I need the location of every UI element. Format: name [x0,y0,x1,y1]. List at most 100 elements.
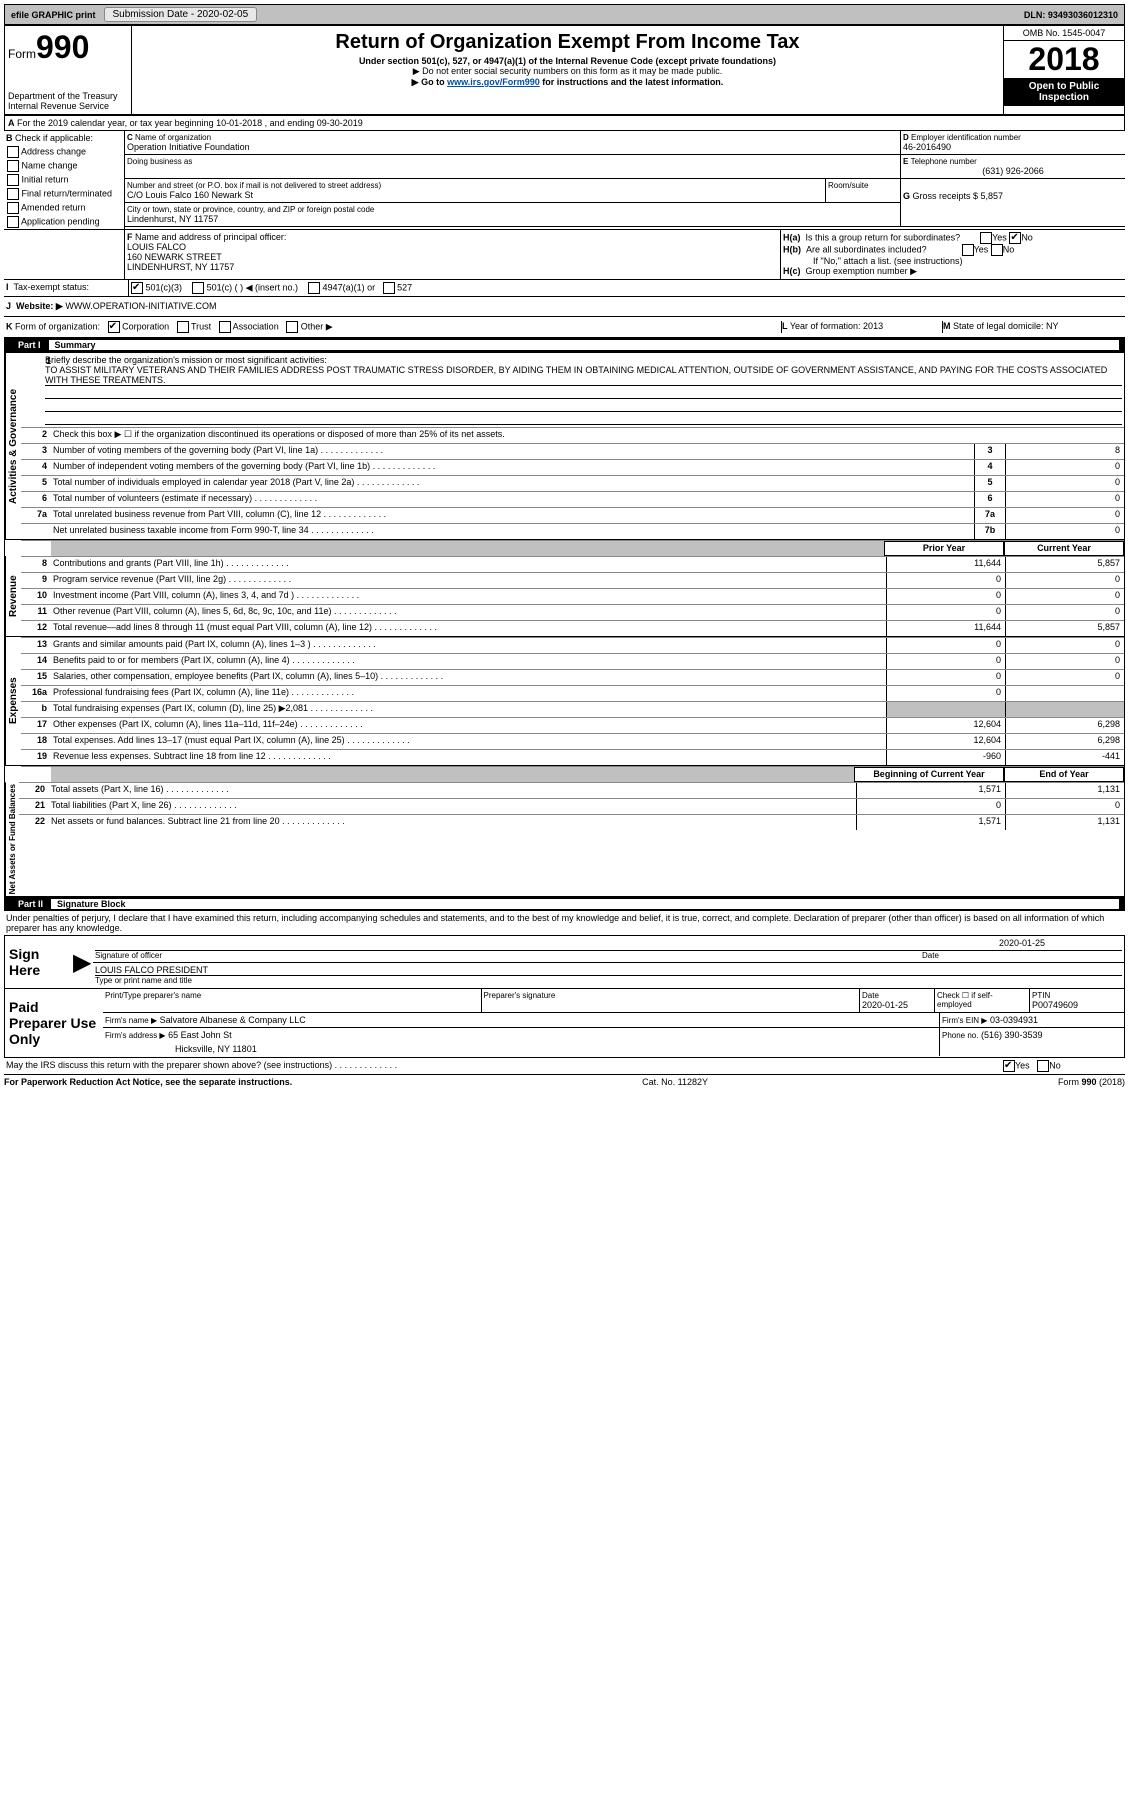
state-domicile: State of legal domicile: NY [953,321,1059,331]
block-b: B Check if applicable: Address change Na… [4,131,125,229]
discuss-label: May the IRS discuss this return with the… [6,1060,332,1070]
line-12: 12Total revenue—add lines 8 through 11 (… [21,620,1124,636]
form-word: Form [8,47,36,61]
self-employed-label[interactable]: Check ☐ if self-employed [935,989,1030,1012]
dba-label: Doing business as [127,157,898,166]
opt-4947[interactable]: 4947(a)(1) or [323,282,376,292]
opt-527[interactable]: 527 [397,282,412,292]
note-1: ▶ Do not enter social security numbers o… [135,66,1000,77]
form-org-label: Form of organization: [15,321,100,331]
line-10: 10Investment income (Part VIII, column (… [21,588,1124,604]
sig-name: LOUIS FALCO PRESIDENT [95,965,1122,976]
block-f: F Name and address of principal officer:… [125,230,781,279]
open-to-public: Open to Public Inspection [1004,78,1124,106]
form-title: Return of Organization Exempt From Incom… [137,31,998,54]
firm-addr2: Hicksville, NY 11801 [105,1040,937,1054]
mission-label: Briefly describe the organization's miss… [45,355,327,365]
footer: For Paperwork Reduction Act Notice, see … [4,1075,1125,1087]
firm-phone: (516) 390-3539 [981,1030,1043,1040]
ptin-value: P00749609 [1032,1000,1122,1010]
addr-label: Number and street (or P.O. box if mail i… [127,181,823,190]
line-17: 17Other expenses (Part IX, column (A), l… [21,717,1124,733]
opt-501c3[interactable]: 501(c)(3) [146,282,183,292]
declaration: Under penalties of perjury, I declare th… [4,911,1125,935]
note2-post: for instructions and the latest informat… [540,77,724,87]
preparer-sig-label: Preparer's signature [482,989,861,1012]
top-bar: efile GRAPHIC print Submission Date - 20… [4,4,1125,25]
efile-label: efile GRAPHIC print [5,8,102,22]
opt-501c[interactable]: 501(c) ( ) ◀ (insert no.) [207,282,298,292]
phone-value: (631) 926-2066 [903,166,1123,176]
form-header: Form990 Department of the Treasury Inter… [4,25,1125,115]
firm-name: Salvatore Albanese & Company LLC [160,1015,306,1025]
form-number: Form990 [8,29,128,66]
line-15: 15Salaries, other compensation, employee… [21,669,1124,685]
ptin-label: PTIN [1032,991,1122,1000]
opt-initial[interactable]: Initial return [22,174,69,184]
website-value: WWW.OPERATION-INITIATIVE.COM [65,301,216,312]
sign-block: Sign Here ▶ Signature of officer 2020-01… [4,935,1125,989]
line-8: 8Contributions and grants (Part VIII, li… [21,556,1124,572]
gov-line-4: 4Number of independent voting members of… [21,459,1124,475]
room-label: Room/suite [826,179,900,202]
opt-assoc[interactable]: Association [233,321,279,331]
col-end: End of Year [1004,767,1124,782]
line-a: A For the 2019 calendar year, or tax yea… [4,115,1125,131]
sig-date: 2020-01-25 [922,938,1122,951]
firm-addr-label: Firm's address ▶ [105,1031,166,1040]
opt-pending[interactable]: Application pending [21,216,100,226]
footer-mid: Cat. No. 11282Y [642,1077,708,1087]
opt-name-change[interactable]: Name change [22,160,78,170]
opt-other[interactable]: Other ▶ [301,321,333,331]
gov-line-6: 6Total number of volunteers (estimate if… [21,491,1124,507]
part1-bar: Part I Summary [4,338,1125,352]
gov-line-7a: 7aTotal unrelated business revenue from … [21,507,1124,523]
footer-right: Form 990 (2018) [1058,1077,1125,1087]
dept-label: Department of the Treasury [8,91,128,101]
line-13: 13Grants and similar amounts paid (Part … [21,637,1124,653]
phone-label: Telephone number [911,157,977,166]
firm-label: Firm's name ▶ [105,1016,157,1025]
line-21: 21Total liabilities (Part X, line 26)00 [19,798,1124,814]
firm-addr1: 65 East John St [168,1030,232,1040]
sig-date-label: Date [922,951,1122,960]
website-label: Website: ▶ [16,301,63,312]
ein-label: Employer identification number [911,133,1021,142]
col-current: Current Year [1004,541,1124,556]
opt-corp[interactable]: Corporation [122,321,169,331]
form-num: 990 [36,29,89,65]
line-14: 14Benefits paid to or for members (Part … [21,653,1124,669]
col-begin: Beginning of Current Year [854,767,1004,782]
block-h: H(a) Is this a group return for subordin… [781,230,1125,279]
discuss-no[interactable]: No [1049,1061,1061,1071]
note-2: ▶ Go to www.irs.gov/Form990 for instruct… [135,77,1000,88]
opt-trust[interactable]: Trust [191,321,211,331]
submission-date-button[interactable]: Submission Date - 2020-02-05 [104,7,258,22]
line-22: 22Net assets or fund balances. Subtract … [19,814,1124,830]
gross-receipts: Gross receipts $ 5,857 [913,191,1004,201]
firm-ein: 03-0394931 [990,1015,1038,1025]
form-subtitle: Under section 501(c), 527, or 4947(a)(1)… [135,56,1000,66]
mission-text: TO ASSIST MILITARY VETERANS AND THEIR FA… [45,365,1122,386]
year-formation: Year of formation: 2013 [790,321,883,331]
col-prior: Prior Year [884,541,1004,556]
sig-officer-label: Signature of officer [95,951,922,960]
discuss-yes[interactable]: Yes [1015,1061,1030,1071]
form990-link[interactable]: www.irs.gov/Form990 [447,77,540,87]
firm-phone-label: Phone no. [942,1031,978,1040]
line-19: 19Revenue less expenses. Subtract line 1… [21,749,1124,765]
prep-date: 2020-01-25 [862,1000,932,1010]
omb-number: OMB No. 1545-0047 [1004,26,1124,41]
opt-amended[interactable]: Amended return [21,202,86,212]
line-16a: 16aProfessional fundraising fees (Part I… [21,685,1124,701]
opt-final[interactable]: Final return/terminated [22,188,113,198]
line-20: 20Total assets (Part X, line 16)1,5711,1… [19,782,1124,798]
officer-name: LOUIS FALCO [127,242,778,252]
preparer-name-label: Print/Type preparer's name [103,989,482,1012]
gov-line-3: 3Number of voting members of the governi… [21,443,1124,459]
irs-label: Internal Revenue Service [8,101,128,111]
addr-value: C/O Louis Falco 160 Newark St [127,190,823,200]
footer-left: For Paperwork Reduction Act Notice, see … [4,1077,292,1087]
opt-address-change[interactable]: Address change [21,146,86,156]
tax-year: 2018 [1004,41,1124,78]
